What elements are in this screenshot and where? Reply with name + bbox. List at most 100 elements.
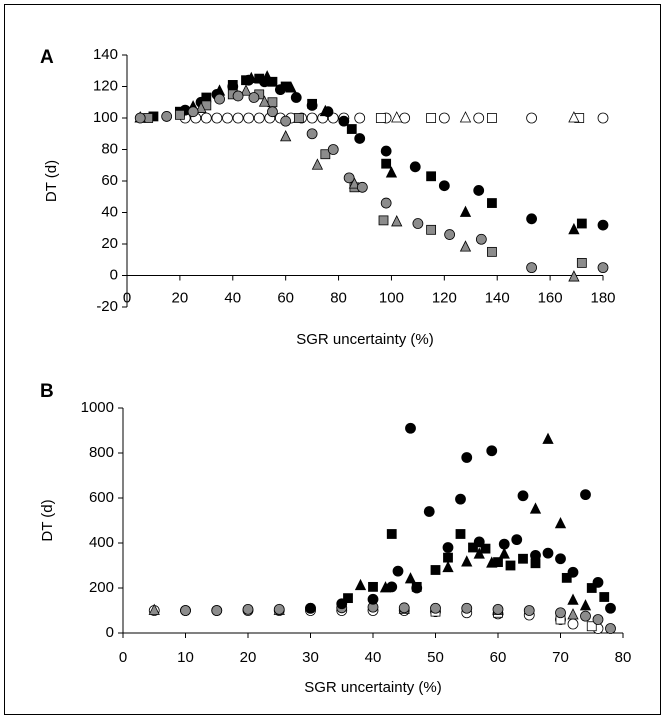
x-tick-label: 20 xyxy=(172,289,189,306)
y-tick-label: 40 xyxy=(101,203,118,220)
frame xyxy=(4,4,661,715)
point xyxy=(232,112,244,124)
y-axis-title: DT (d) xyxy=(39,499,56,541)
point xyxy=(487,198,497,208)
point xyxy=(293,113,304,123)
point xyxy=(385,166,398,178)
x-tick-label: 70 xyxy=(552,649,569,666)
point xyxy=(555,553,566,565)
point xyxy=(599,592,610,602)
point xyxy=(305,602,316,614)
point xyxy=(461,602,473,614)
point xyxy=(605,602,616,614)
point xyxy=(498,547,510,559)
y-tick-label: 400 xyxy=(89,534,114,551)
point xyxy=(473,112,485,124)
x-tick-label: 40 xyxy=(365,649,382,666)
point xyxy=(523,605,535,616)
point xyxy=(274,84,286,96)
point xyxy=(386,581,398,593)
y-axis-title: DT (d) xyxy=(43,160,60,202)
x-tick-label: 30 xyxy=(302,649,319,666)
point xyxy=(243,74,255,86)
point xyxy=(354,578,367,591)
point xyxy=(430,602,441,614)
point xyxy=(338,115,350,127)
point xyxy=(487,246,497,257)
point xyxy=(405,422,416,434)
point xyxy=(597,219,609,231)
point xyxy=(461,452,473,463)
point xyxy=(438,112,450,124)
point xyxy=(409,161,421,173)
point xyxy=(426,224,437,235)
point xyxy=(378,215,389,226)
point xyxy=(336,598,348,610)
point xyxy=(381,158,392,169)
point xyxy=(398,602,410,614)
point xyxy=(576,257,587,268)
point xyxy=(258,95,271,107)
point xyxy=(356,181,368,193)
point xyxy=(442,542,454,553)
point xyxy=(211,112,223,124)
point xyxy=(253,112,265,124)
point xyxy=(322,106,334,118)
y-tick-label: 20 xyxy=(101,235,118,252)
point xyxy=(368,581,378,592)
x-axis-title: SGR uncertainty (%) xyxy=(304,679,442,696)
point xyxy=(530,549,541,561)
point xyxy=(561,572,572,583)
point xyxy=(554,516,567,529)
x-tick-label: 0 xyxy=(123,289,131,306)
point xyxy=(354,133,366,144)
point xyxy=(161,111,173,122)
point xyxy=(148,603,160,615)
y-tick-label: 60 xyxy=(101,172,118,189)
x-tick-label: 20 xyxy=(240,649,257,666)
point xyxy=(486,556,498,568)
y-tick-label: 0 xyxy=(110,266,118,283)
point xyxy=(391,111,403,123)
y-tick-label: 1000 xyxy=(81,399,114,416)
point xyxy=(222,112,233,124)
point xyxy=(200,112,212,124)
point xyxy=(442,560,454,573)
y-tick-label: 140 xyxy=(93,46,118,63)
x-tick-label: 140 xyxy=(485,289,510,306)
point xyxy=(459,111,472,123)
point xyxy=(567,608,579,620)
point xyxy=(473,547,485,559)
x-tick-label: 160 xyxy=(538,289,563,306)
point xyxy=(517,490,529,502)
point xyxy=(285,81,297,93)
point xyxy=(567,566,579,578)
point xyxy=(605,623,616,634)
point xyxy=(568,270,580,282)
x-tick-label: 80 xyxy=(330,289,347,306)
x-tick-label: 60 xyxy=(277,289,294,306)
point xyxy=(343,593,353,604)
point xyxy=(423,506,435,517)
y-tick-label: 600 xyxy=(89,489,114,506)
point xyxy=(375,113,386,123)
point xyxy=(486,445,498,457)
point xyxy=(468,542,478,553)
point xyxy=(592,576,604,588)
y-tick-label: 100 xyxy=(93,109,118,126)
point xyxy=(306,128,318,140)
point xyxy=(426,171,437,182)
x-tick-label: 100 xyxy=(379,289,404,306)
point xyxy=(327,144,339,155)
y-tick-label: 200 xyxy=(89,579,114,596)
point xyxy=(240,84,252,96)
x-tick-label: 40 xyxy=(224,289,241,306)
point xyxy=(343,172,355,184)
point xyxy=(412,218,424,229)
y-tick-label: 800 xyxy=(89,444,114,461)
point xyxy=(404,572,417,584)
point xyxy=(526,262,537,274)
point xyxy=(211,605,223,616)
point xyxy=(505,560,516,571)
